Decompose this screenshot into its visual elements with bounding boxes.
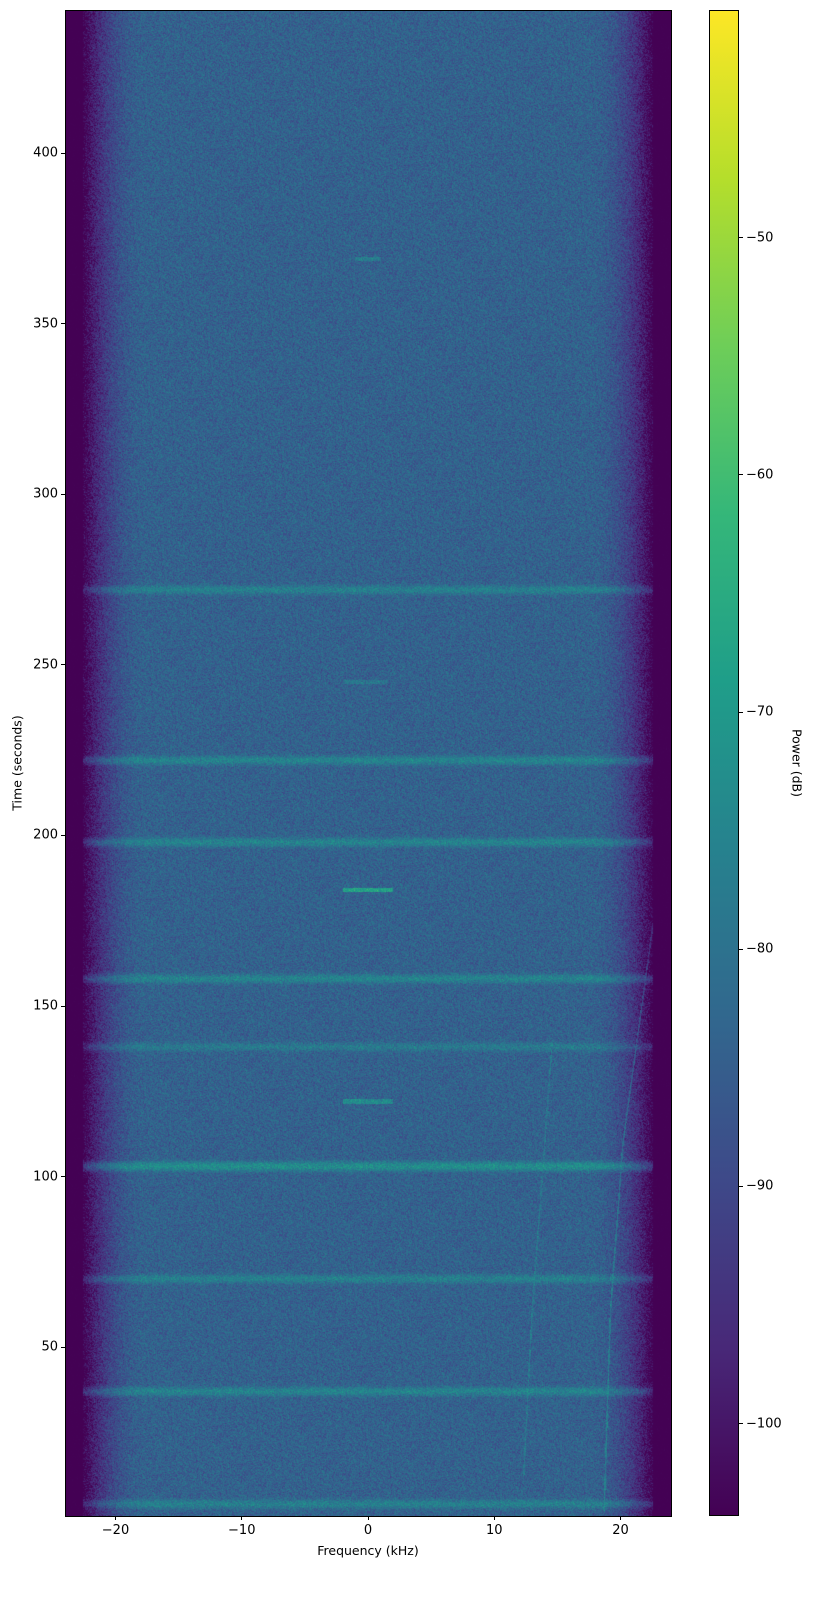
x-tick-mark xyxy=(115,1516,116,1520)
y-tick-label: 400 xyxy=(33,145,58,161)
spectrogram-image xyxy=(65,10,671,1516)
y-tick-label: 200 xyxy=(33,827,58,843)
spectrogram-plot-area xyxy=(65,10,671,1516)
x-tick-mark xyxy=(367,1516,369,1520)
x-tick-label: −20 xyxy=(101,1523,130,1538)
y-tick-label: 50 xyxy=(41,1339,58,1355)
x-tick-label: 10 xyxy=(485,1523,503,1538)
colorbar-label: Power (dB) xyxy=(789,728,805,798)
x-tick-label: 20 xyxy=(612,1523,629,1538)
x-tick-mark xyxy=(493,1516,495,1520)
colorbar-tick-mark xyxy=(739,474,743,476)
y-tick-label: 250 xyxy=(33,657,58,673)
y-axis-label: Time (seconds) xyxy=(9,715,25,811)
colorbar-tick-mark xyxy=(739,1185,743,1187)
y-tick-mark xyxy=(61,1176,65,1178)
y-tick-mark xyxy=(61,1005,65,1007)
colorbar-tick-label: −100 xyxy=(746,1416,782,1431)
y-tick-mark xyxy=(61,323,65,325)
colorbar-tick-mark xyxy=(739,711,743,713)
y-tick-label: 300 xyxy=(33,486,58,502)
colorbar-tick-label: −90 xyxy=(746,1178,774,1194)
y-tick-mark xyxy=(61,1346,65,1348)
colorbar-tick-label: −60 xyxy=(746,467,774,483)
colorbar-tick-mark xyxy=(739,948,743,950)
y-tick-mark xyxy=(61,834,65,836)
x-tick-mark xyxy=(620,1516,621,1520)
colorbar-tick-mark xyxy=(739,1423,743,1424)
y-tick-label: 350 xyxy=(33,316,58,332)
colorbar-tick-label: −50 xyxy=(746,230,774,246)
colorbar-tick-mark xyxy=(739,237,743,239)
y-tick-mark xyxy=(61,493,65,495)
y-tick-label: 100 xyxy=(33,1169,58,1185)
x-tick-label: −10 xyxy=(228,1523,256,1538)
colorbar-tick-label: −70 xyxy=(746,704,774,720)
x-tick-label: 0 xyxy=(363,1523,373,1538)
colorbar-tick-label: −80 xyxy=(746,941,774,957)
x-axis-label: Frequency (kHz) xyxy=(317,1543,419,1558)
colorbar xyxy=(709,10,739,1516)
y-tick-label: 150 xyxy=(33,998,58,1014)
x-tick-mark xyxy=(241,1516,243,1520)
y-tick-mark xyxy=(61,152,65,154)
y-tick-mark xyxy=(61,664,65,666)
